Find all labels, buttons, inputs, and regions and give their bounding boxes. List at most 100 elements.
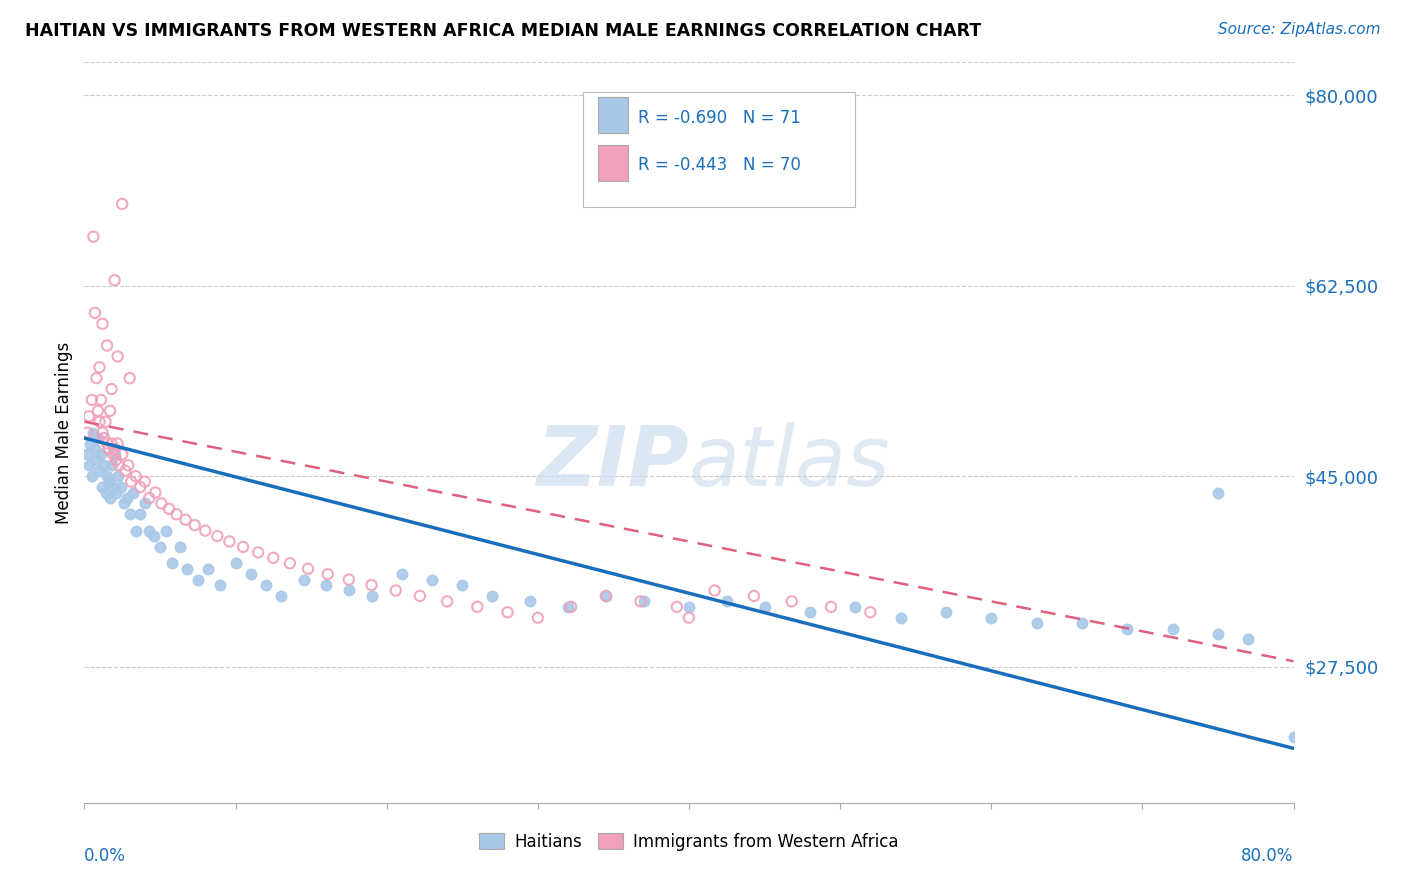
Point [360, 578, 382, 592]
Point [107, 350, 129, 364]
Point [100, 458, 122, 473]
Point [138, 491, 160, 505]
Text: R = -0.443   N = 70: R = -0.443 N = 70 [638, 156, 801, 175]
Point [100, 382, 122, 396]
Point [91, 480, 114, 494]
Point [77, 458, 100, 473]
Point [104, 447, 127, 461]
Point [76, 447, 98, 461]
Point [665, 599, 688, 614]
Point [94, 485, 117, 500]
Point [391, 567, 413, 582]
Point [76, 425, 98, 440]
Point [91, 425, 114, 440]
Point [890, 610, 912, 624]
Point [278, 556, 301, 570]
Point [496, 605, 519, 619]
Point [467, 599, 489, 614]
Point [935, 605, 957, 619]
Point [247, 545, 270, 559]
Point [859, 605, 882, 619]
FancyBboxPatch shape [582, 92, 855, 207]
Point [436, 594, 458, 608]
Point [107, 469, 129, 483]
Point [780, 594, 803, 608]
Point [481, 589, 503, 603]
Point [232, 540, 254, 554]
Point [595, 589, 617, 603]
Point [96, 469, 118, 483]
Point [80, 469, 103, 483]
Point [117, 458, 139, 473]
Point [86, 371, 108, 385]
Point [292, 573, 315, 587]
Text: R = -0.690   N = 71: R = -0.690 N = 71 [638, 109, 801, 127]
Point [82, 229, 104, 244]
Point [93, 458, 115, 473]
Point [118, 508, 141, 522]
Point [262, 550, 284, 565]
Point [110, 480, 132, 494]
Point [79, 436, 101, 450]
Point [142, 529, 165, 543]
Point [360, 589, 382, 603]
Point [134, 475, 156, 489]
Point [105, 485, 128, 500]
Point [754, 599, 776, 614]
Point [1025, 616, 1047, 631]
FancyBboxPatch shape [599, 97, 628, 133]
Point [844, 599, 866, 614]
Point [176, 562, 198, 576]
Point [108, 458, 131, 473]
Point [678, 610, 700, 624]
Point [89, 464, 111, 478]
Point [91, 317, 114, 331]
Point [97, 475, 120, 489]
Point [125, 469, 148, 483]
Point [111, 447, 134, 461]
Point [254, 578, 277, 592]
Point [451, 578, 474, 592]
Point [1237, 632, 1260, 647]
Point [519, 594, 541, 608]
Point [77, 409, 100, 424]
Point [716, 594, 738, 608]
Point [96, 436, 118, 450]
Point [98, 491, 121, 505]
Point [134, 496, 156, 510]
Point [90, 447, 112, 461]
Legend: Haitians, Immigrants from Western Africa: Haitians, Immigrants from Western Africa [472, 826, 905, 857]
Point [194, 524, 217, 538]
Point [111, 197, 134, 211]
Point [820, 599, 842, 614]
Point [100, 436, 122, 450]
Point [89, 415, 111, 429]
Point [129, 508, 152, 522]
FancyBboxPatch shape [599, 145, 628, 181]
Point [315, 578, 337, 592]
Point [183, 518, 205, 533]
Point [105, 453, 128, 467]
Point [420, 573, 443, 587]
Point [82, 425, 104, 440]
Point [160, 556, 183, 570]
Point [97, 442, 120, 456]
Point [125, 524, 148, 538]
Point [1206, 627, 1229, 641]
Point [703, 583, 725, 598]
Point [166, 508, 188, 522]
Point [742, 589, 765, 603]
Text: 0.0%: 0.0% [84, 847, 127, 865]
Point [89, 360, 111, 375]
Point [337, 573, 360, 587]
Point [96, 338, 118, 352]
Point [980, 610, 1002, 624]
Point [87, 404, 110, 418]
Point [149, 540, 172, 554]
Point [118, 371, 141, 385]
Point [239, 567, 262, 582]
Point [112, 496, 135, 510]
Point [115, 491, 138, 505]
Point [678, 599, 700, 614]
Text: 80.0%: 80.0% [1241, 847, 1294, 865]
